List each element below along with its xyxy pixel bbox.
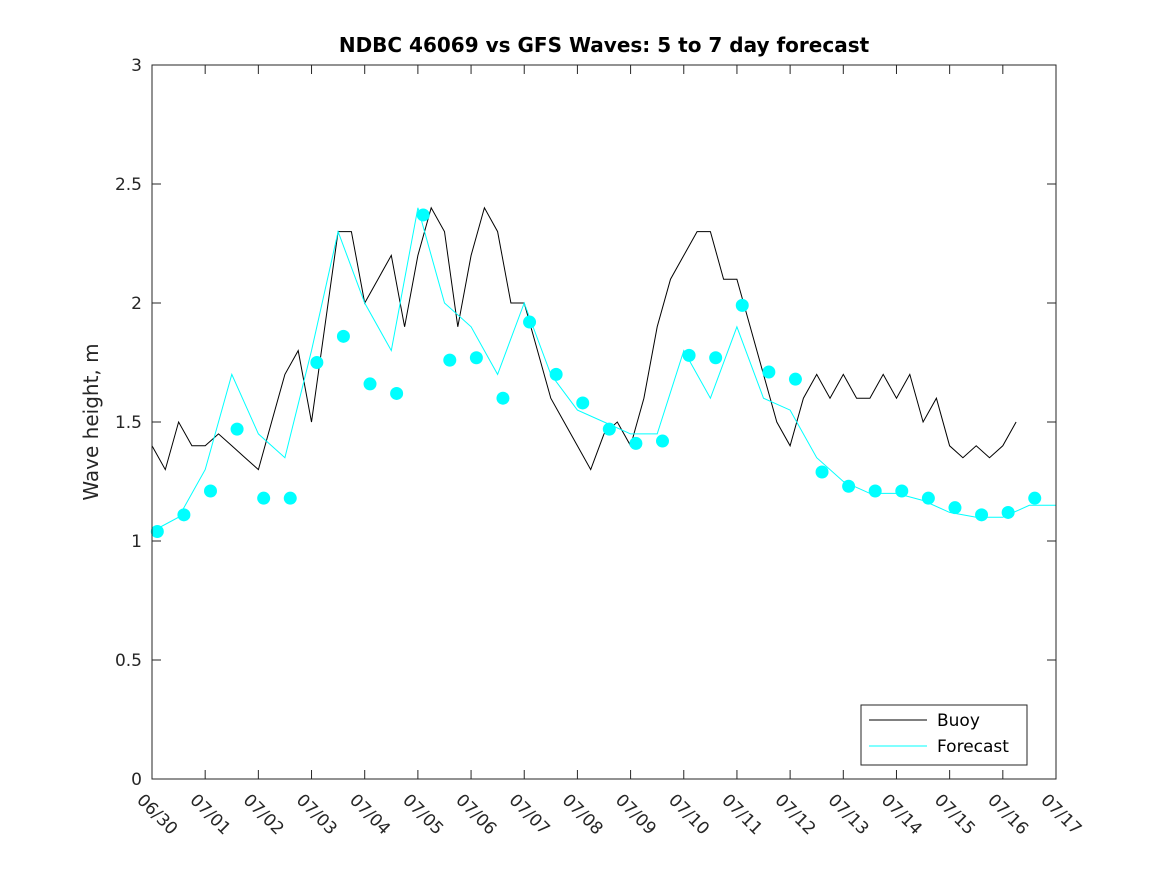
legend-buoy-label: Buoy [937,711,980,731]
forecast-marker [150,524,164,538]
forecast-marker [975,508,989,522]
forecast-marker [788,372,802,386]
forecast-marker [868,484,882,498]
forecast-marker [443,353,457,367]
forecast-marker [496,391,510,405]
forecast-marker [469,351,483,365]
y-tick-label: 1 [131,532,142,552]
forecast-marker [709,351,723,365]
forecast-marker [1001,505,1015,519]
legend: Buoy Forecast [860,704,1028,766]
forecast-marker [310,356,324,369]
forecast-marker [948,501,962,515]
forecast-marker [549,367,563,381]
forecast-marker [1028,491,1042,505]
forecast-marker [576,396,590,410]
forecast-marker [257,491,271,505]
forecast-marker [602,422,616,436]
y-axis-label: Wave height, m [79,343,103,500]
forecast-marker [655,434,669,448]
y-tick-label: 0.5 [115,651,142,671]
marker-layer [150,208,1042,538]
plot-area [150,64,1057,780]
forecast-marker [203,484,217,498]
forecast-marker [762,365,776,379]
forecast-marker [336,329,350,343]
series-line-buoy [151,206,1017,471]
forecast-marker [177,508,191,522]
forecast-marker [523,315,537,329]
legend-box [860,704,1028,766]
forecast-marker [895,484,909,498]
forecast-marker [363,377,377,391]
forecast-marker [815,465,829,479]
forecast-marker [416,208,430,222]
y-tick-label: 0 [131,770,142,790]
forecast-marker [629,436,643,450]
y-axis: 0 0.5 1 1.5 2 2.5 3 [115,56,1056,790]
y-tick-label: 2.5 [115,175,142,195]
forecast-marker [230,422,244,436]
legend-forecast-label: Forecast [937,737,1009,757]
y-tick-label: 1.5 [115,413,142,433]
y-tick-label: 3 [131,56,142,76]
forecast-marker [735,298,749,312]
forecast-marker [682,348,696,362]
forecast-marker [283,491,297,505]
forecast-marker [842,479,856,493]
chart-title: NDBC 46069 vs GFS Waves: 5 to 7 day fore… [339,33,870,57]
forecast-marker [390,386,404,400]
y-tick-label: 2 [131,294,142,314]
forecast-marker [921,491,935,505]
